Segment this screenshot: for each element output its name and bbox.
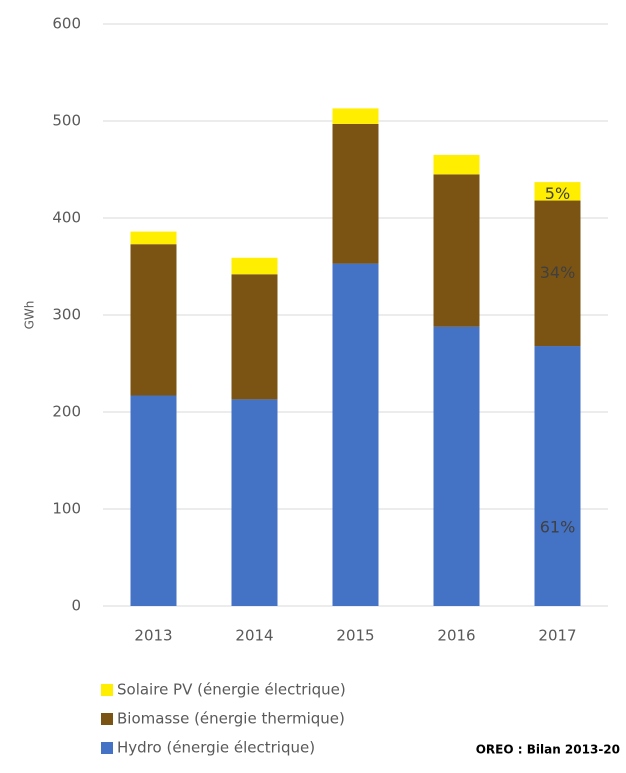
- x-tick-label: 2016: [437, 627, 475, 645]
- bar-segment: [433, 174, 480, 327]
- share-label: 61%: [540, 518, 576, 537]
- x-tick-label: 2015: [336, 627, 374, 645]
- bar-segment: [534, 182, 581, 201]
- bar-segment: [130, 244, 177, 396]
- bar-segment: [332, 108, 379, 124]
- legend-label: Hydro (énergie électrique): [117, 739, 315, 757]
- bar-segment: [332, 123, 379, 264]
- bar-segment: [231, 399, 278, 606]
- bar-segment: [433, 154, 480, 175]
- share-label: 5%: [545, 184, 570, 203]
- x-tick-label: 2013: [134, 627, 172, 645]
- x-tick-label: 2017: [538, 627, 576, 645]
- bar-segment: [130, 395, 177, 606]
- bar-segment: [534, 346, 581, 606]
- y-axis-label: GWh: [23, 301, 37, 330]
- legend-label: Biomasse (énergie thermique): [117, 710, 345, 728]
- bar-segment: [534, 200, 581, 347]
- bar-segment: [231, 257, 278, 275]
- y-tick-label: 200: [52, 403, 81, 421]
- y-tick-label: 500: [52, 112, 81, 130]
- bar-segment: [433, 326, 480, 606]
- bar-segment: [130, 231, 177, 245]
- legend-swatch: [101, 713, 113, 725]
- share-label: 34%: [540, 263, 576, 282]
- legend-swatch: [101, 742, 113, 754]
- y-tick-label: 300: [52, 306, 81, 324]
- legend-label: Solaire PV (énergie électrique): [117, 681, 346, 699]
- legend-swatch: [101, 684, 113, 696]
- x-tick-label: 2014: [235, 627, 273, 645]
- source: OREO : Bilan 2013-20: [476, 743, 620, 757]
- y-tick-label: 600: [52, 15, 81, 33]
- bar-segment: [332, 263, 379, 606]
- bar-segment: [231, 274, 278, 400]
- y-tick-label: 100: [52, 500, 81, 518]
- y-tick-label: 0: [71, 597, 81, 615]
- y-tick-label: 400: [52, 209, 81, 227]
